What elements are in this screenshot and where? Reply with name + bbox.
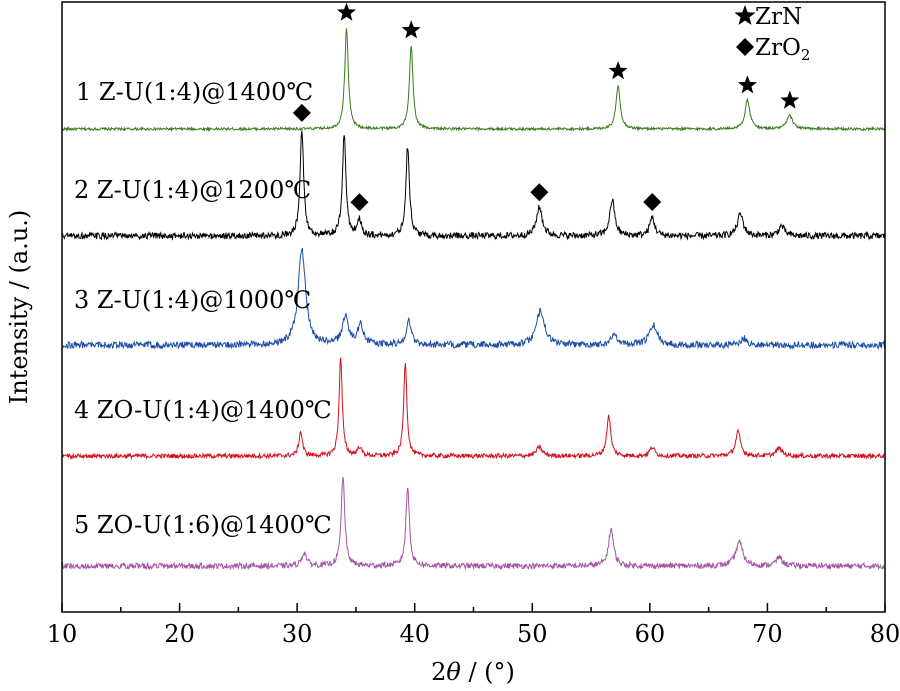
x-tick-label: 10 — [47, 620, 78, 648]
series-label-1: 1 Z-U(1:4)@1400℃ — [76, 78, 313, 106]
zro2-diamond-marker — [530, 183, 549, 202]
legend-diamond-shape — [736, 38, 754, 56]
x-tick-label: 30 — [282, 620, 313, 648]
marker-layer — [292, 2, 800, 212]
series-line-2 — [61, 130, 886, 241]
series-layer — [61, 28, 886, 571]
x-axis-label: 2θ / (°) — [431, 658, 515, 686]
series-label-2: 2 Z-U(1:4)@1200℃ — [74, 176, 311, 204]
legend-diamond-icon — [736, 38, 754, 56]
x-tick-label: 50 — [517, 620, 548, 648]
zrn-star-marker — [737, 75, 757, 94]
x-axis-label-theta: θ — [446, 658, 461, 686]
series-label-5: 5 ZO-U(1:6)@1400℃ — [74, 511, 332, 539]
series-label-4: 4 ZO-U(1:4)@1400℃ — [74, 396, 332, 424]
zrn-star-marker — [780, 90, 800, 109]
legend-label-zro2-sub: 2 — [801, 46, 811, 64]
legend-star-icon — [734, 5, 756, 25]
x-axis: 10 20 30 40 50 60 70 80 — [47, 603, 900, 648]
x-tick-label: 60 — [635, 620, 666, 648]
zrn-star-marker — [608, 61, 628, 80]
legend-star-shape — [734, 5, 756, 25]
series-line-4 — [61, 357, 886, 461]
series-label-3: 3 Z-U(1:4)@1000℃ — [74, 286, 311, 314]
y-axis-label: Intensity / (a.u.) — [5, 210, 33, 405]
zro2-diamond-marker — [350, 193, 369, 212]
series-line-3 — [61, 247, 886, 350]
zrn-star-marker — [401, 20, 421, 39]
legend-label-zro2-main: ZrO — [755, 35, 801, 61]
series-line-5 — [61, 477, 886, 571]
x-tick-label: 40 — [399, 620, 430, 648]
x-tick-label: 70 — [752, 620, 783, 648]
zro2-diamond-marker — [643, 193, 662, 212]
x-axis-label-unit: / (°) — [461, 658, 515, 686]
x-tick-label: 80 — [870, 620, 900, 648]
zro2-diamond-marker — [292, 103, 311, 122]
zrn-star-marker — [337, 2, 356, 21]
series-line-1 — [61, 28, 886, 133]
x-tick-label: 20 — [164, 620, 195, 648]
series-label-layer: 1 Z-U(1:4)@1400℃ 2 Z-U(1:4)@1200℃ 3 Z-U(1:… — [74, 78, 332, 539]
legend-label-zro2: ZrO2 — [755, 35, 810, 64]
x-axis-label-prefix: 2 — [431, 658, 446, 686]
legend: ZrN ZrO2 — [734, 4, 810, 64]
legend-label-zrn: ZrN — [755, 4, 802, 30]
